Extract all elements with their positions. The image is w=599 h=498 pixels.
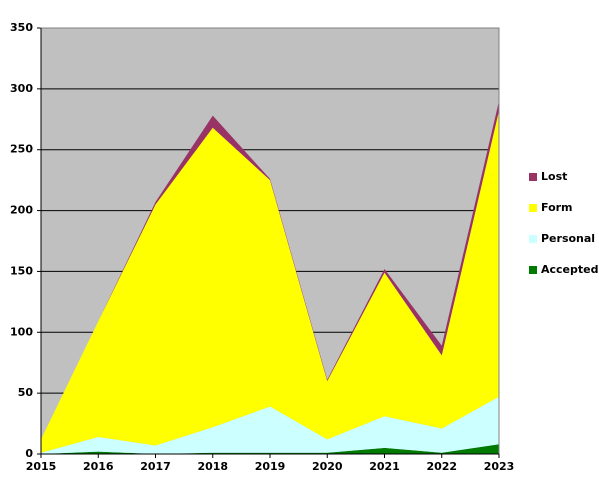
x-tick-label: 2018 <box>197 460 228 473</box>
area <box>41 444 499 454</box>
y-tick-label: 150 <box>10 264 33 277</box>
legend-label: Form <box>541 201 573 214</box>
x-tick-label: 2019 <box>255 460 286 473</box>
y-tick-label: 250 <box>10 143 33 156</box>
x-tick-label: 2017 <box>140 460 171 473</box>
area <box>41 396 499 454</box>
legend-swatch <box>529 266 537 274</box>
area <box>41 110 499 453</box>
y-tick-label: 100 <box>10 325 33 338</box>
legend-swatch <box>529 173 537 181</box>
y-tick-label: 0 <box>25 447 33 460</box>
legend-swatch <box>529 204 537 212</box>
x-tick-label: 2015 <box>26 460 57 473</box>
x-tick-label: 2022 <box>426 460 457 473</box>
y-tick-label: 350 <box>10 21 33 34</box>
legend-label: Lost <box>541 170 567 183</box>
legend-swatch <box>529 235 537 243</box>
legend-label: Personal <box>541 232 595 245</box>
x-tick-label: 2021 <box>369 460 400 473</box>
x-tick-label: 2016 <box>83 460 114 473</box>
x-tick-label: 2023 <box>484 460 515 473</box>
y-tick-label: 50 <box>18 386 34 399</box>
y-tick-label: 200 <box>10 204 33 217</box>
y-tick-label: 300 <box>10 82 33 95</box>
x-tick-label: 2020 <box>312 460 343 473</box>
legend-label: Accepted <box>541 263 598 276</box>
